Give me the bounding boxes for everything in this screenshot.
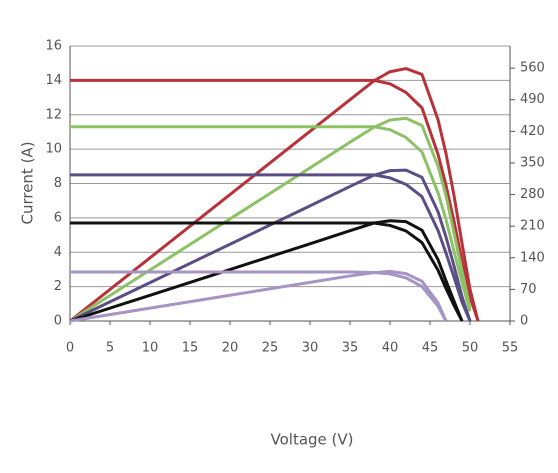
series-line xyxy=(69,219,464,323)
y2-tick-label: 0 xyxy=(520,314,528,329)
series-line xyxy=(70,125,472,312)
y2-tick-label: 490 xyxy=(520,92,545,107)
x-tick-label: 35 xyxy=(342,341,359,356)
series-line xyxy=(70,173,472,322)
y-tick-label: 2 xyxy=(54,279,62,294)
x-tick-label: 50 xyxy=(462,341,479,356)
y-tick-label: 4 xyxy=(54,245,62,260)
y2-tick-label: 70 xyxy=(520,282,537,297)
x-tick-label: 55 xyxy=(502,341,519,356)
y-axis-label: Current (A) xyxy=(19,141,37,224)
series-line xyxy=(69,269,448,323)
x-tick-label: 20 xyxy=(222,341,239,356)
y2-tick-label: 560 xyxy=(520,61,545,76)
y-tick-label: 6 xyxy=(54,210,62,225)
series-line xyxy=(70,270,448,322)
y-tick-label: 12 xyxy=(45,107,62,122)
series-line xyxy=(69,168,472,323)
series-line xyxy=(70,221,464,322)
y-tick-label: 8 xyxy=(54,176,62,191)
y2-tick-label: 280 xyxy=(520,187,545,202)
y2-tick-label: 210 xyxy=(520,219,545,234)
y-tick-label: 14 xyxy=(45,73,62,88)
y2-tick-label: 420 xyxy=(520,124,545,139)
y-tick-label: 10 xyxy=(45,142,62,157)
x-tick-label: 30 xyxy=(302,341,319,356)
y2-tick-label: 140 xyxy=(520,250,545,265)
y2-tick-label: 350 xyxy=(520,155,545,170)
x-tick-label: 0 xyxy=(66,341,74,356)
x-tick-label: 15 xyxy=(182,341,199,356)
y-tick-label: 0 xyxy=(54,314,62,329)
x-tick-label: 25 xyxy=(262,341,279,356)
x-axis-label: Voltage (V) xyxy=(271,431,354,449)
series-line xyxy=(70,78,480,322)
x-tick-label: 45 xyxy=(422,341,439,356)
x-tick-label: 10 xyxy=(142,341,159,356)
x-tick-label: 5 xyxy=(106,341,114,356)
series-line xyxy=(69,116,472,323)
y-tick-label: 16 xyxy=(45,39,62,54)
x-tick-label: 40 xyxy=(382,341,399,356)
